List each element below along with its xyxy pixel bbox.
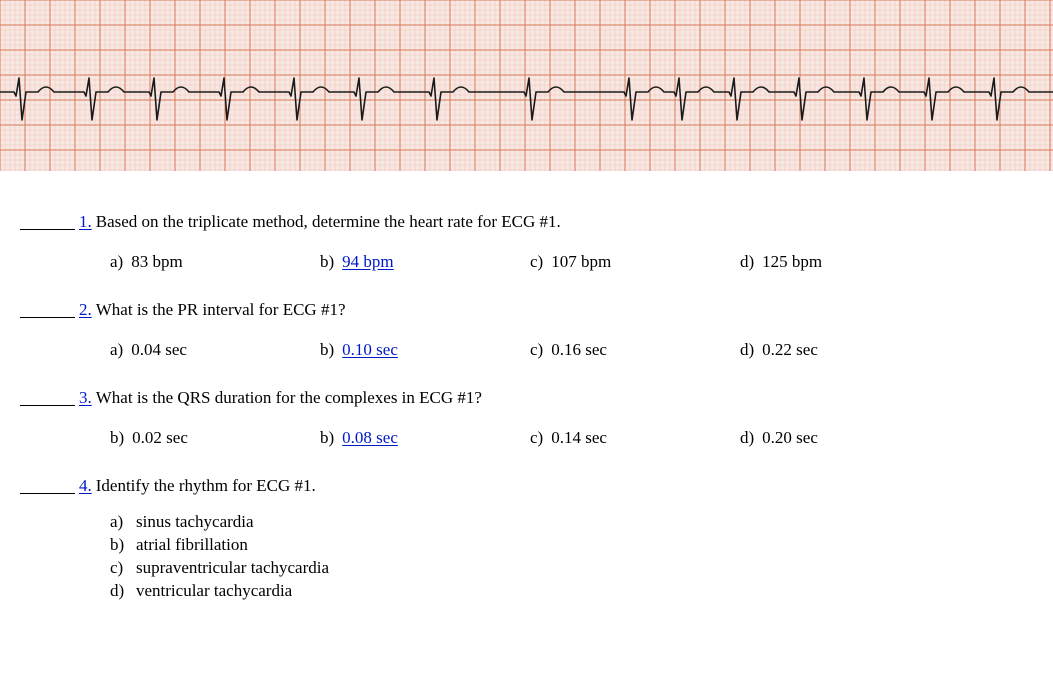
- option[interactable]: c) 107 bpm: [530, 252, 740, 272]
- option-value-highlighted[interactable]: 0.08 sec: [342, 428, 398, 448]
- question-number-link[interactable]: 4.: [79, 476, 92, 496]
- question-row: 3.What is the QRS duration for the compl…: [20, 388, 1013, 408]
- ecg-svg: [0, 0, 1053, 172]
- option-label: a): [110, 512, 136, 532]
- option-value: 0.20 sec: [762, 428, 818, 448]
- options-row: b) 0.02 sec b) 0.08 sec c) 0.14 sec d) 0.20 sec: [110, 428, 1013, 448]
- option[interactable]: d) 0.20 sec: [740, 428, 950, 448]
- answer-blank[interactable]: [20, 300, 75, 318]
- question-text: What is the QRS duration for the complex…: [96, 388, 482, 408]
- option-label: a): [110, 252, 123, 272]
- ecg-strip-image: [0, 0, 1053, 172]
- option-value: ventricular tachycardia: [136, 581, 292, 601]
- question-number-link[interactable]: 3.: [79, 388, 92, 408]
- option[interactable]: c) 0.14 sec: [530, 428, 740, 448]
- option-value-highlighted[interactable]: 0.10 sec: [342, 340, 398, 360]
- question-number-link[interactable]: 2.: [79, 300, 92, 320]
- option-value: 107 bpm: [551, 252, 611, 272]
- option-value: 0.16 sec: [551, 340, 607, 360]
- option-label: b): [320, 340, 334, 360]
- option-value-highlighted[interactable]: 94 bpm: [342, 252, 393, 272]
- option-label: b): [320, 252, 334, 272]
- options-row: a) 83 bpm b) 94 bpm c) 107 bpm d) 125 bpm: [110, 252, 1013, 272]
- option[interactable]: b) 0.08 sec: [320, 428, 530, 448]
- option[interactable]: b) 0.10 sec: [320, 340, 530, 360]
- questions-block: 1.Based on the triplicate method, determ…: [0, 172, 1053, 624]
- question-text: What is the PR interval for ECG #1?: [96, 300, 346, 320]
- option-label: a): [110, 340, 123, 360]
- option-label: b): [110, 428, 124, 448]
- option[interactable]: c) 0.16 sec: [530, 340, 740, 360]
- option-label: d): [740, 252, 754, 272]
- option-value: supraventricular tachycardia: [136, 558, 329, 578]
- option[interactable]: b)atrial fibrillation: [110, 535, 1013, 555]
- option-label: c): [530, 252, 543, 272]
- question-text: Identify the rhythm for ECG #1.: [96, 476, 316, 496]
- option[interactable]: c)supraventricular tachycardia: [110, 558, 1013, 578]
- options-vertical: a)sinus tachycardiab)atrial fibrillation…: [110, 512, 1013, 601]
- option-value: 0.02 sec: [132, 428, 188, 448]
- option-value: 0.22 sec: [762, 340, 818, 360]
- option[interactable]: a)sinus tachycardia: [110, 512, 1013, 532]
- option-label: b): [110, 535, 136, 555]
- option-label: c): [110, 558, 136, 578]
- option[interactable]: a) 83 bpm: [110, 252, 320, 272]
- option-label: c): [530, 340, 543, 360]
- option-label: c): [530, 428, 543, 448]
- option-value: sinus tachycardia: [136, 512, 254, 532]
- options-row: a) 0.04 sec b) 0.10 sec c) 0.16 sec d) 0.22 sec: [110, 340, 1013, 360]
- option[interactable]: b) 0.02 sec: [110, 428, 320, 448]
- option[interactable]: b) 94 bpm: [320, 252, 530, 272]
- question-number-link[interactable]: 1.: [79, 212, 92, 232]
- option-label: d): [740, 428, 754, 448]
- option[interactable]: d) 0.22 sec: [740, 340, 950, 360]
- option-value: 0.04 sec: [131, 340, 187, 360]
- answer-blank[interactable]: [20, 476, 75, 494]
- option-value: 0.14 sec: [551, 428, 607, 448]
- option-label: d): [740, 340, 754, 360]
- option[interactable]: d) 125 bpm: [740, 252, 950, 272]
- question-row: 1.Based on the triplicate method, determ…: [20, 212, 1013, 232]
- option-label: b): [320, 428, 334, 448]
- option-value: 125 bpm: [762, 252, 822, 272]
- option[interactable]: a) 0.04 sec: [110, 340, 320, 360]
- option-value: atrial fibrillation: [136, 535, 248, 555]
- answer-blank[interactable]: [20, 388, 75, 406]
- option[interactable]: d)ventricular tachycardia: [110, 581, 1013, 601]
- question-text: Based on the triplicate method, determin…: [96, 212, 561, 232]
- answer-blank[interactable]: [20, 212, 75, 230]
- option-value: 83 bpm: [131, 252, 182, 272]
- question-row: 4.Identify the rhythm for ECG #1.: [20, 476, 1013, 496]
- option-label: d): [110, 581, 136, 601]
- question-row: 2.What is the PR interval for ECG #1?: [20, 300, 1013, 320]
